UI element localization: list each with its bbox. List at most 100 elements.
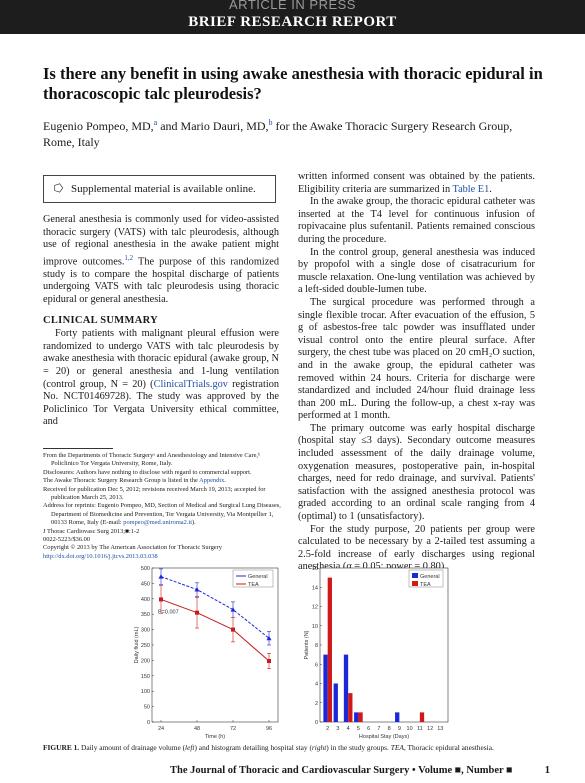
bar-general (395, 712, 400, 722)
y-tick-label: 14 (312, 585, 318, 591)
study-purpose-paragraph: For the study purpose, 20 patients per g… (298, 523, 535, 573)
legend-swatch-general (412, 573, 418, 578)
bar-general (333, 683, 338, 722)
left-column: General anesthesia is commonly used for … (43, 214, 279, 429)
legend-label-tea: TEA (420, 582, 431, 588)
x-axis-label: Hospital Stay (Days) (359, 734, 409, 740)
bar-chart-hospital-stay: 16 14 12 10 8 6 4 2 0 2 3 4 5 6 7 8 9 10 11 12 13 Hospital St… (304, 566, 449, 740)
y-axis-label: Daily fluid (mL) (134, 627, 140, 664)
author-1: Eugenio Pompeo, MD, (43, 119, 154, 133)
caption-label: FIGURE 1. (43, 743, 80, 752)
y-tick-label: 150 (141, 674, 150, 680)
x-tick-label: 4 (347, 726, 350, 732)
supplemental-box[interactable]: ⭔ Supplemental material is available onl… (43, 175, 276, 203)
x-tick-label: 12 (427, 726, 433, 732)
supplement-icon: ⭔ (54, 182, 64, 195)
bar-plot-frame (319, 567, 449, 723)
line-plot-frame (151, 567, 279, 723)
ref-link[interactable]: 1,2 (124, 253, 134, 262)
author-line: Eugenio Pompeo, MD,a and Mario Dauri, MD… (43, 115, 543, 150)
legend-label-general: General (248, 574, 268, 580)
bar-tea (358, 712, 363, 722)
appendix-link[interactable]: Appendix (199, 477, 225, 485)
y-axis-label: Patients (N) (304, 630, 310, 659)
x-tick-label: 24 (158, 726, 164, 732)
section-label: BRIEF RESEARCH REPORT (188, 14, 397, 30)
y-tick-label: 4 (315, 682, 318, 688)
outcome-paragraph: The primary outcome was early hospital d… (298, 422, 535, 523)
data-point-general (158, 574, 164, 579)
journal-footer: The Journal of Thoracic and Cardiovascul… (170, 765, 513, 776)
y-tick-label: 50 (144, 705, 150, 711)
y-tick-label: 0 (315, 720, 318, 726)
y-tick-label: 200 (141, 658, 150, 664)
data-point-tea (195, 610, 199, 615)
x-tick-label: 96 (266, 726, 272, 732)
affiliation-a-link[interactable]: a (153, 118, 158, 127)
article-title: Is there any benefit in using awake anes… (43, 64, 543, 103)
x-tick-label: 8 (388, 726, 391, 732)
x-tick-label: 72 (230, 726, 236, 732)
email-link[interactable]: pompeo@med.uniroma2.it (123, 519, 192, 527)
y-tick-label: 16 (312, 566, 318, 572)
footnote-rule (43, 448, 113, 449)
y-tick-label: 400 (141, 597, 150, 603)
y-tick-label: 500 (141, 566, 150, 572)
page-footer: The Journal of Thoracic and Cardiovascul… (170, 764, 550, 777)
data-point-tea (231, 627, 235, 632)
procedure-paragraph: The surgical procedure was performed thr… (298, 296, 535, 422)
data-point-tea (267, 659, 271, 664)
page-number: 1 (544, 765, 550, 776)
x-tick-label: 13 (437, 726, 443, 732)
footnote-affiliations: From the Departments of Thoracic Surgery… (43, 452, 260, 468)
bar-tea (348, 693, 353, 722)
footnote-citation: J Thorac Cardiovasc Surg 2013;■:1-2 (43, 527, 140, 535)
summary-paragraph: Forty patients with malignant pleural ef… (43, 328, 280, 428)
y-tick-label: 300 (141, 628, 150, 634)
bar-general (323, 654, 328, 722)
x-tick-label: 5 (357, 726, 360, 732)
footnote-address: Address for reprints: Eugenio Pompeo, MD… (43, 502, 281, 527)
x-tick-label: 7 (377, 726, 380, 732)
doi-link[interactable]: http://dx.doi.org/10.1016/j.jtcvs.2013.0… (43, 552, 158, 560)
footnote-received: Received for publication Dec 5, 2012; re… (43, 485, 266, 502)
y-tick-label: 6 (315, 662, 318, 668)
bar-general (354, 712, 359, 722)
y-tick-label: 0 (147, 720, 150, 726)
line-legend-box (232, 569, 274, 588)
table-e1-link[interactable]: Table E1 (452, 183, 490, 195)
data-point-general (266, 635, 272, 641)
bar-general (343, 654, 349, 722)
x-tick-label: 9 (398, 726, 401, 732)
legend-swatch-tea (412, 581, 418, 586)
x-tick-label: 2 (326, 726, 329, 732)
bar-tea (327, 577, 332, 722)
supplemental-text: Supplemental material is available onlin… (71, 183, 256, 195)
right-column: written informed consent was obtained by… (298, 171, 535, 574)
consent-paragraph: written informed consent was obtained by… (298, 171, 535, 195)
data-point-general (194, 587, 200, 592)
legend-label-tea: TEA (248, 582, 259, 588)
awake-group-paragraph: In the awake group, the thoracic epidura… (298, 196, 535, 245)
data-point-general (230, 607, 236, 612)
clinicaltrials-link[interactable]: ClinicalTrials.gov (153, 378, 228, 390)
data-point-tea (159, 597, 163, 602)
section-heading: CLINICAL SUMMARY (43, 314, 158, 326)
journal-header: ARTICLE IN PRESS BRIEF RESEARCH REPORT (0, 0, 585, 34)
affiliation-b-link[interactable]: b (268, 118, 273, 127)
x-axis-label: Time (h) (205, 734, 225, 740)
legend-label-general: General (420, 574, 440, 580)
footnote-group: The Awake Thoracic Surgery Research Grou… (43, 477, 226, 485)
x-tick-label: 6 (367, 726, 370, 732)
x-tick-label: 10 (407, 726, 413, 732)
intro-paragraph: General anesthesia is commonly used for … (43, 214, 279, 305)
footnote-copyright: Copyright © 2013 by The American Associa… (43, 544, 222, 552)
author-group: for the Awake Thoracic Surgery Research … (43, 119, 513, 149)
y-tick-label: 2 (315, 701, 318, 707)
author-2: and Mario Dauri, MD, (157, 119, 269, 133)
x-tick-label: 48 (194, 726, 200, 732)
p-value-annotation: P=0.007 (158, 610, 179, 616)
footnote-issn: 0022-5223/$36.00 (43, 536, 91, 544)
y-tick-label: 12 (312, 605, 318, 611)
